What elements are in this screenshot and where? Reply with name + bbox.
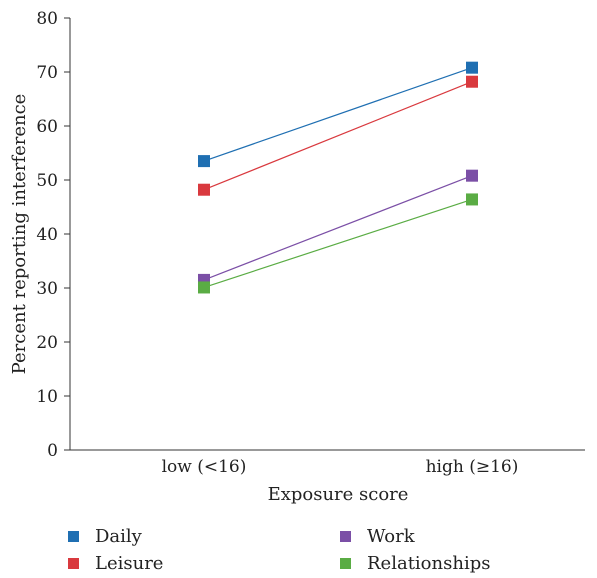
data-point-relationships	[466, 193, 478, 206]
x-axis-ticks: low (<16) high (≥16)	[162, 457, 519, 477]
y-tick-label: 70	[36, 63, 58, 83]
legend-label-work: Work	[367, 525, 415, 547]
line-chart: 0 10 20 30 40 50 60 70 80 low (<16) high (≥16) Ex…	[9, 9, 585, 505]
legend-swatch-daily	[68, 530, 79, 542]
series-line-relationships	[203, 198, 473, 289]
legend-item-work: Work	[340, 524, 415, 548]
series-line-daily	[203, 67, 473, 162]
y-tick-label: 50	[36, 171, 58, 191]
data-point-daily	[198, 155, 210, 168]
legend-swatch-relationships	[340, 557, 351, 569]
legend-label-leisure: Leisure	[95, 552, 164, 574]
legend-label-relationships: Relationships	[367, 552, 491, 574]
data-point-daily	[466, 61, 478, 74]
y-tick-label: 0	[47, 441, 58, 461]
y-tick-label: 60	[36, 117, 58, 137]
series-lines	[203, 67, 473, 289]
data-point-leisure	[198, 183, 210, 196]
y-tick-label: 40	[36, 225, 58, 245]
legend-item-daily: Daily	[68, 524, 142, 548]
data-point-relationships	[198, 281, 210, 294]
y-tick-label: 30	[36, 279, 58, 299]
y-tick-label: 20	[36, 333, 58, 353]
data-point-leisure	[466, 75, 478, 88]
legend-swatch-leisure	[68, 557, 79, 569]
legend-swatch-work	[340, 530, 351, 542]
y-axis-ticks: 0 10 20 30 40 50 60 70 80	[36, 9, 70, 461]
y-tick-label: 80	[36, 9, 58, 29]
data-point-work	[466, 169, 478, 182]
y-axis-title: Percent reporting interference	[9, 94, 30, 375]
legend-item-relationships: Relationships	[340, 551, 490, 575]
legend-item-leisure: Leisure	[68, 551, 163, 575]
x-axis-title: Exposure score	[268, 484, 409, 505]
series-points	[198, 61, 478, 294]
series-line-leisure	[203, 81, 473, 191]
y-tick-label: 10	[36, 387, 58, 407]
chart-legend: Daily Leisure Work Relationships	[68, 522, 548, 578]
legend-label-daily: Daily	[95, 525, 142, 547]
x-tick-label: high (≥16)	[426, 457, 519, 477]
x-tick-label: low (<16)	[162, 457, 247, 477]
series-line-work	[203, 175, 473, 281]
